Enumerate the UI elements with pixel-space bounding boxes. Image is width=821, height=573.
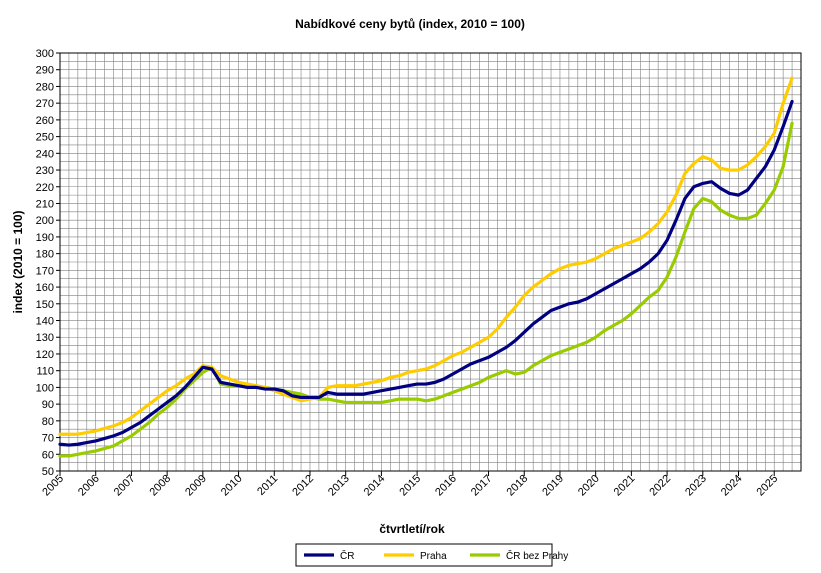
x-tick-label: 2021 (612, 473, 638, 499)
x-tick-label: 2015 (397, 473, 423, 499)
x-tick-label: 2019 (540, 473, 566, 499)
y-tick-label: 150 (36, 299, 54, 311)
series-lines (58, 76, 794, 458)
y-tick-label: 120 (36, 349, 54, 361)
x-tick-label: 2018 (505, 473, 531, 499)
plot-grid (60, 53, 801, 471)
y-tick-label: 240 (36, 148, 54, 160)
y-tick-label: 70 (42, 433, 54, 445)
x-tick-label: 2014 (362, 473, 388, 499)
series-line (58, 121, 794, 458)
x-tick-label: 2020 (576, 473, 602, 499)
legend: ČR Praha ČR bez Prahy (295, 543, 568, 567)
x-tick-label: 2016 (433, 473, 459, 499)
x-tick-label: 2013 (326, 473, 352, 499)
y-tick-label: 110 (36, 366, 54, 378)
y-tick-label: 230 (36, 165, 54, 177)
y-tick-label: 300 (36, 48, 54, 60)
y-tick-label: 270 (36, 98, 54, 110)
series-line (58, 99, 794, 447)
x-tick-label: 2023 (683, 473, 709, 499)
y-axis-label: index (2010 = 100) (11, 210, 25, 313)
y-tick-label: 90 (42, 399, 54, 411)
series-line (58, 76, 794, 436)
x-tick-label: 2012 (290, 473, 316, 499)
legend-entry: ČR (340, 549, 354, 562)
y-tick-label: 190 (36, 232, 54, 244)
x-tick-label: 2011 (255, 473, 280, 498)
x-axis: 2005 2006 2007 2008 2009 2010 2011 2012 2013 2014… (40, 471, 780, 498)
y-tick-label: 140 (36, 316, 54, 328)
y-tick-label: 180 (36, 249, 54, 261)
y-tick-label: 60 (42, 449, 54, 461)
y-tick-label: 170 (36, 265, 54, 277)
x-tick-label: 2007 (112, 473, 138, 499)
y-tick-label: 100 (36, 382, 54, 394)
y-tick-label: 260 (36, 115, 54, 127)
x-tick-label: 2008 (147, 473, 173, 499)
y-tick-label: 290 (36, 65, 54, 77)
x-tick-label: 2010 (219, 473, 245, 499)
legend-box (295, 543, 553, 567)
x-tick-label: 2024 (719, 473, 745, 499)
y-tick-label: 210 (36, 198, 54, 210)
legend-entry: Praha (420, 551, 447, 562)
x-tick-label: 2017 (469, 473, 495, 499)
y-tick-label: 130 (36, 332, 54, 344)
y-tick-label: 50 (42, 466, 54, 478)
y-tick-label: 220 (36, 182, 54, 194)
y-tick-label: 80 (42, 416, 54, 428)
x-tick-label: 2006 (76, 473, 102, 499)
chart-title: Nabídkové ceny bytů (index, 2010 = 100) (295, 17, 525, 31)
y-tick-label: 250 (36, 132, 54, 144)
plot-area (59, 52, 802, 472)
y-tick-label: 200 (36, 215, 54, 227)
x-axis-label: čtvrtletí/rok (379, 522, 445, 536)
x-tick-label: 2022 (647, 473, 673, 499)
y-tick-label: 280 (36, 81, 54, 93)
x-tick-label: 2009 (183, 473, 209, 499)
legend-entry: ČR bez Prahy (506, 549, 568, 562)
y-tick-label: 160 (36, 282, 54, 294)
x-tick-label: 2025 (755, 473, 781, 499)
y-axis: 50 60 70 80 90 100 110 120 130 140 150 160 170 180 190… (36, 48, 60, 478)
